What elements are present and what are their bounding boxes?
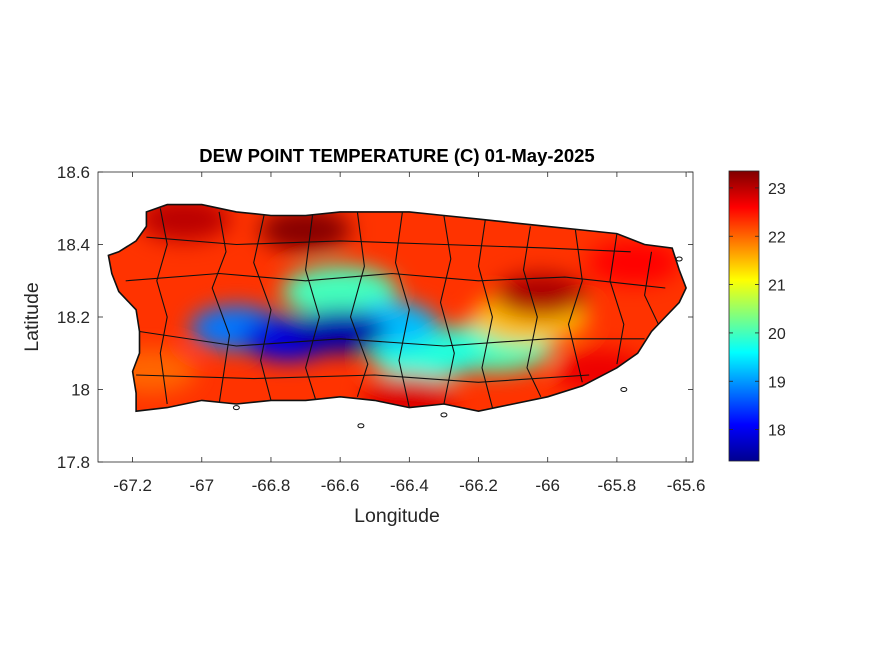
islet — [440, 412, 448, 418]
municipality-border — [211, 211, 231, 405]
municipality-border — [394, 211, 410, 408]
x-tick-label: -66.6 — [321, 476, 360, 495]
y-axis-label: Latitude — [21, 282, 43, 351]
islet — [232, 405, 240, 411]
x-tick-label: -65.8 — [598, 476, 637, 495]
municipality-border — [125, 272, 666, 289]
colorbar-ticks: 18 19 20 21 22 23 — [729, 181, 786, 440]
y-axis: 17.8 18 18.2 18.4 18.6 — [57, 163, 693, 472]
x-axis: -67.2 -67 -66.8 -66.6 -66.4 -66.2 -66 -65.8 -65.… — [113, 172, 705, 495]
municipality-border — [136, 374, 590, 383]
municipality-border — [644, 251, 659, 325]
municipality-border — [522, 226, 542, 398]
x-tick-label: -66.2 — [459, 476, 498, 495]
colorbar-tick-label: 22 — [768, 229, 786, 246]
municipality-border — [146, 236, 631, 253]
x-tick-label: -66.8 — [252, 476, 291, 495]
colorbar — [728, 170, 760, 462]
municipality-border — [477, 219, 493, 408]
municipality-border — [567, 229, 583, 383]
municipality-borders — [125, 208, 666, 408]
y-tick-label: 18.6 — [57, 163, 90, 182]
municipality-border — [305, 215, 320, 401]
municipality-border — [609, 233, 625, 365]
colorbar-tick-label: 19 — [768, 374, 786, 391]
islet — [620, 387, 628, 392]
colorbar-tick-label: 18 — [768, 423, 786, 440]
x-tick-label: -66 — [535, 476, 560, 495]
islet — [357, 423, 365, 429]
x-tick-label: -66.4 — [390, 476, 429, 495]
y-tick-label: 18.2 — [57, 308, 90, 327]
colorbar-tick-label: 20 — [768, 326, 786, 343]
field-region — [138, 204, 231, 242]
municipality-border — [253, 215, 272, 401]
chart-title: DEW POINT TEMPERATURE (C) 01-May-2025 — [199, 145, 594, 166]
field-region — [282, 265, 399, 318]
colorbar-tick-label: 21 — [768, 278, 786, 295]
colorbar-tick-label: 23 — [768, 181, 786, 198]
x-tick-label: -67.2 — [113, 476, 152, 495]
y-tick-label: 18 — [71, 381, 90, 400]
offshore-islets — [232, 256, 683, 429]
islet — [675, 256, 683, 262]
x-axis-label: Longitude — [354, 505, 440, 527]
y-tick-label: 17.8 — [57, 453, 90, 472]
x-tick-label: -65.6 — [667, 476, 706, 495]
x-tick-label: -67 — [189, 476, 214, 495]
island-coastline — [107, 203, 687, 413]
y-tick-label: 18.4 — [57, 236, 90, 255]
municipality-border — [139, 330, 645, 347]
field-region — [494, 273, 587, 318]
field-contours — [108, 204, 681, 412]
field-region — [294, 309, 387, 354]
